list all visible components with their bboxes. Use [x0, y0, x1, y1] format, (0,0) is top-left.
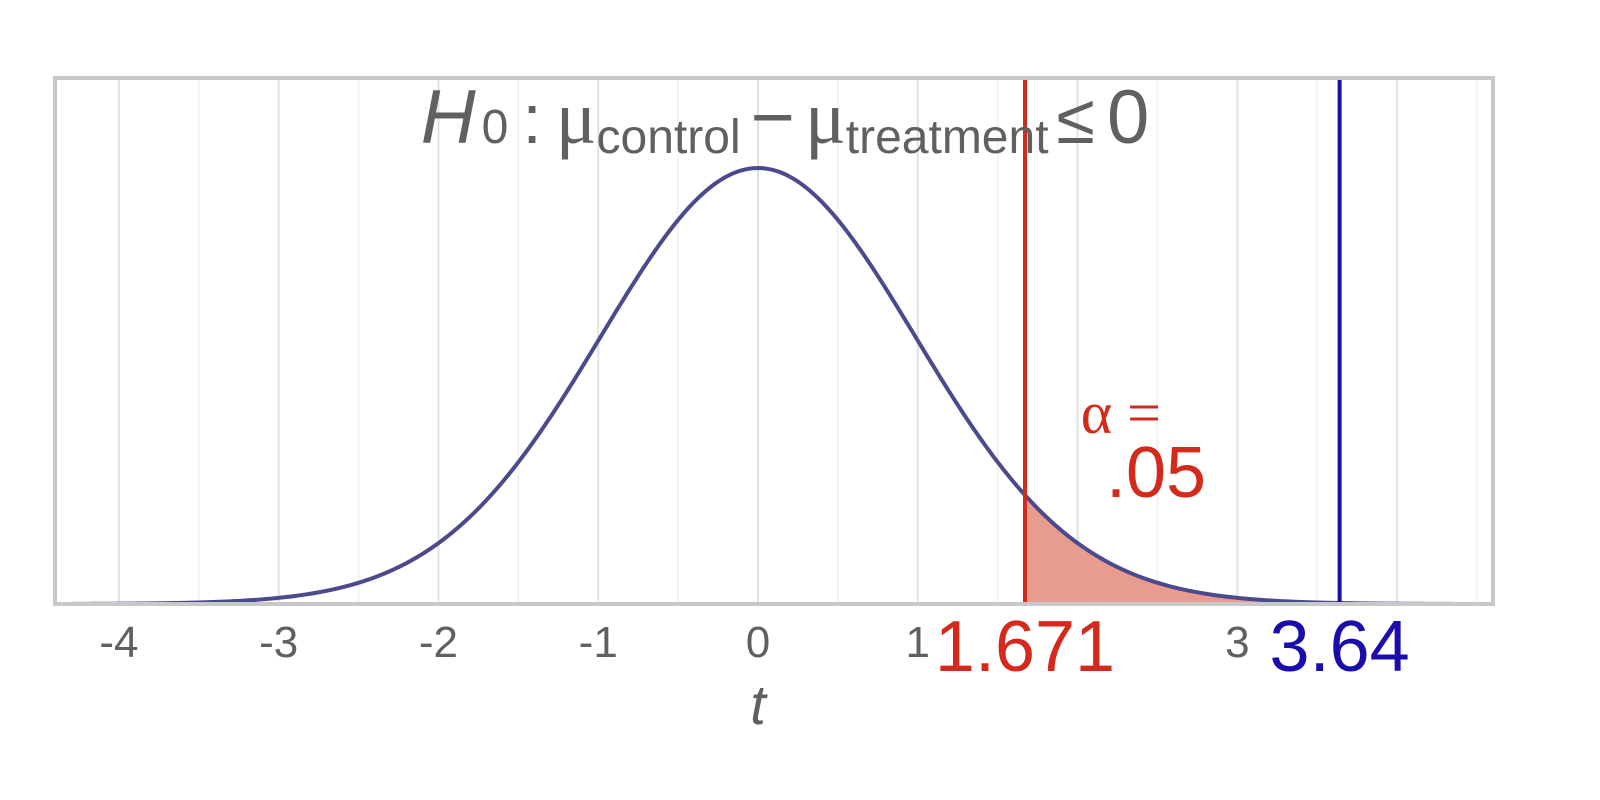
x-tick-label: 0 — [746, 618, 770, 667]
x-tick-labels: -4 -3 -2 -1 0 1 3 — [99, 618, 1249, 667]
group2-subscript: treatment — [846, 111, 1049, 164]
hypothesis-symbol: H — [421, 75, 476, 160]
x-tick-label: -2 — [419, 618, 458, 667]
minus-sign: − — [751, 75, 795, 160]
mu-symbol-2: μ — [805, 76, 846, 160]
density-curve — [70, 165, 1454, 606]
plot-frame — [53, 76, 1495, 606]
x-tick-label: -4 — [99, 618, 138, 667]
critical-value-label: 1.671 — [935, 607, 1115, 687]
null-hypothesis-label: H 0: μcontrol − μtreatment ≤0 — [421, 75, 1149, 164]
x-axis-title: t — [750, 673, 768, 736]
x-tick-label: 3 — [1225, 618, 1249, 667]
alpha-value-label: .05 — [1106, 433, 1206, 513]
alpha-label: α = — [1081, 380, 1161, 446]
relation-sign: ≤ — [1057, 80, 1095, 158]
x-tick-label: -3 — [259, 618, 298, 667]
x-tick-label: -1 — [579, 618, 618, 667]
hypothesis-subscript: 0 — [482, 101, 509, 154]
mu-symbol-1: μ — [556, 76, 597, 160]
hypothesis-value: 0 — [1107, 75, 1149, 160]
group1-subscript: control — [597, 111, 741, 164]
grid-lines — [117, 78, 1478, 604]
observed-value-label: 3.64 — [1270, 607, 1410, 687]
rejection-region — [1025, 495, 1454, 604]
x-tick-label: 1 — [906, 618, 930, 667]
hypothesis-colon: : — [522, 80, 541, 158]
